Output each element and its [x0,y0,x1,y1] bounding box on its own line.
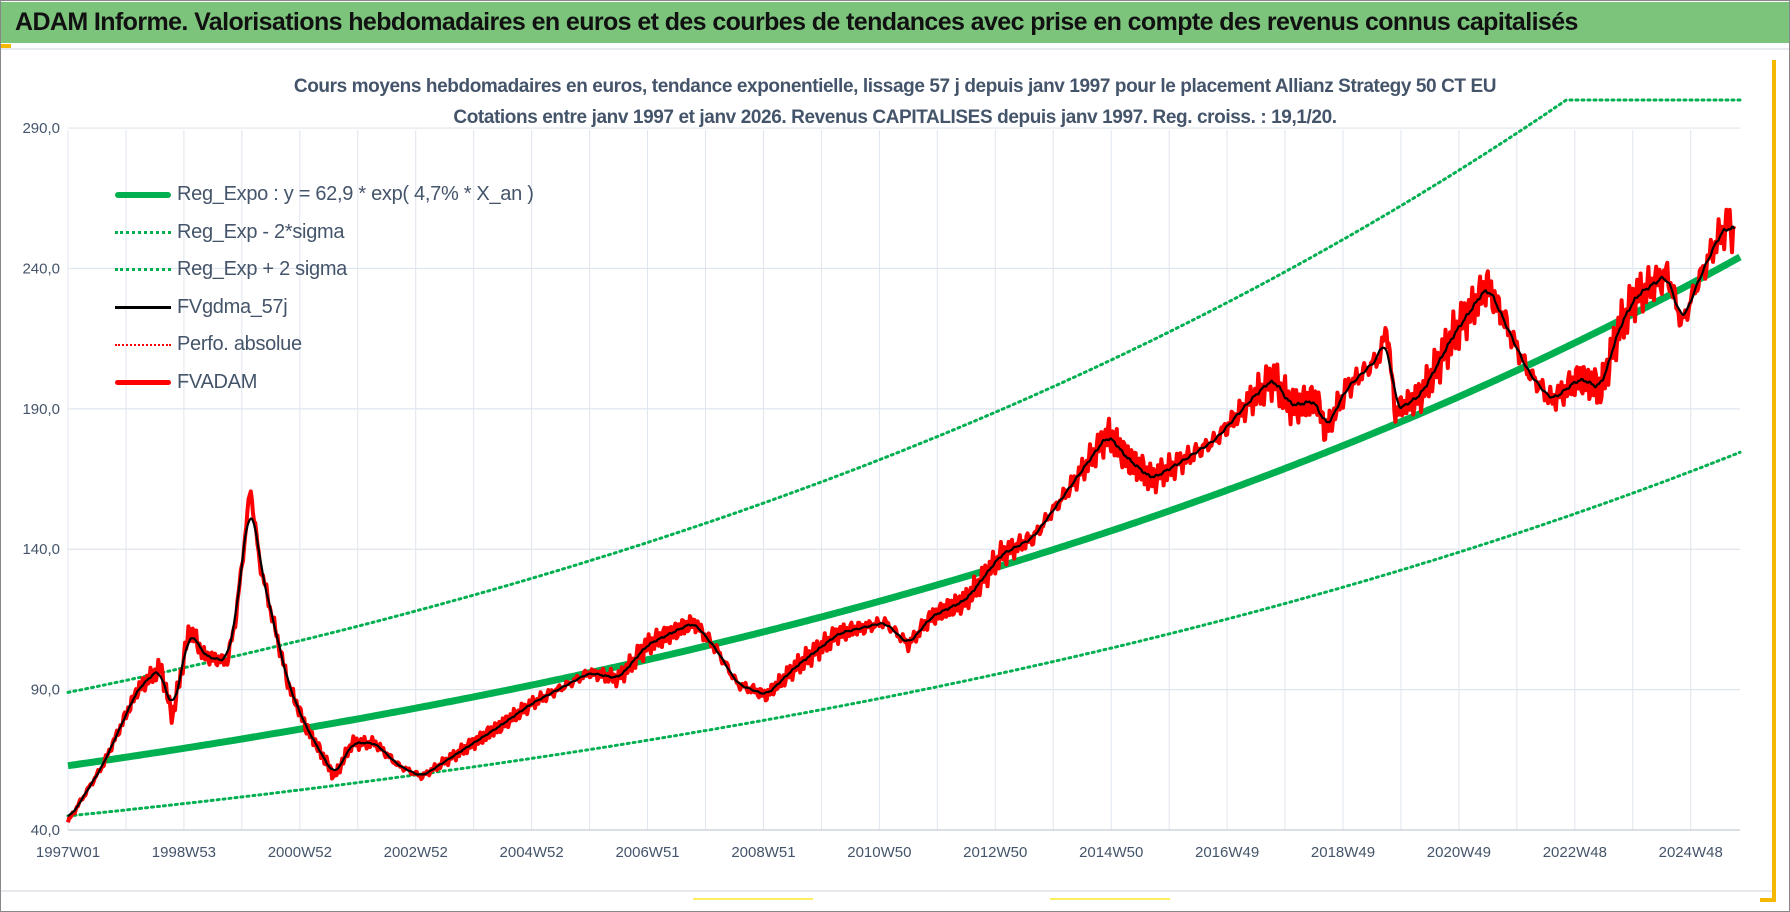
selection-handle [1,44,11,49]
x-tick-label: 2000W52 [268,844,332,861]
x-tick-label: 2002W52 [384,844,448,861]
decoration-line [693,898,813,900]
legend-label: Perfo. absolue [177,333,302,356]
y-tick-label: 90,0 [31,682,60,699]
fvadam-line [66,207,1737,823]
reg-expo-line [67,253,1742,770]
x-tick-label: 1997W01 [36,844,100,861]
legend: Reg_Expo : y = 62,9 * exp( 4,7% * X_an )… [115,176,534,401]
legend-item-reg-exp-plus: Reg_Exp + 2 sigma [115,251,534,289]
x-tick-label: 2016W49 [1195,844,1259,861]
legend-label: Reg_Exp + 2 sigma [177,258,347,281]
x-tick-label: 2012W50 [963,844,1027,861]
y-tick-label: 290,0 [22,120,60,137]
y-tick-label: 140,0 [22,541,60,558]
y-tick-label: 40,0 [31,822,60,839]
decoration-line [1050,898,1170,900]
y-tick-label: 190,0 [22,401,60,418]
legend-swatch [115,343,171,346]
chart-title: Cours moyens hebdomadaires en euros, ten… [293,76,1497,97]
legend-swatch [115,379,171,385]
y-tick-label: 240,0 [22,260,60,277]
x-tick-label: 2010W50 [847,844,911,861]
legend-item-perfo: Perfo. absolue [115,326,534,364]
legend-label: Reg_Expo : y = 62,9 * exp( 4,7% * X_an ) [177,183,534,206]
legend-label: Reg_Exp - 2*sigma [177,220,345,243]
reg-exp-minus-2sigma-line [66,450,1742,818]
fvgdma-57j-line [67,225,1736,817]
reg-exp-plus-2sigma-line [66,98,1742,694]
x-tick-label: 2014W50 [1079,844,1143,861]
report-title: ADAM Informe. Valorisations hebdomadaire… [15,8,1578,36]
selection-handle [1772,60,1776,900]
x-tick-label: 2004W52 [500,844,564,861]
chart-subtitle: Cotations entre janv 1997 et janv 2026. … [453,107,1337,128]
legend-label: FVADAM [177,370,258,393]
legend-swatch [115,230,171,234]
report-header: ADAM Informe. Valorisations hebdomadaire… [1,2,1789,43]
legend-swatch [115,305,171,309]
x-tick-label: 2022W48 [1543,844,1607,861]
legend-item-reg-expo: Reg_Expo : y = 62,9 * exp( 4,7% * X_an ) [115,176,534,214]
legend-swatch [115,191,171,198]
x-tick-label: 2006W51 [615,844,679,861]
legend-label: FVgdma_57j [177,295,288,318]
legend-swatch [115,268,171,272]
legend-item-fvgdma: FVgdma_57j [115,289,534,327]
selection-handle [1760,898,1776,902]
divider [1,48,1789,50]
legend-item-reg-exp-minus: Reg_Exp - 2*sigma [115,214,534,252]
x-tick-label: 2020W49 [1427,844,1491,861]
x-tick-label: 1998W53 [152,844,216,861]
divider [1,890,1773,892]
x-tick-label: 2024W48 [1659,844,1723,861]
x-tick-label: 2018W49 [1311,844,1375,861]
legend-item-fvadam: FVADAM [115,364,534,402]
x-tick-label: 2008W51 [731,844,795,861]
